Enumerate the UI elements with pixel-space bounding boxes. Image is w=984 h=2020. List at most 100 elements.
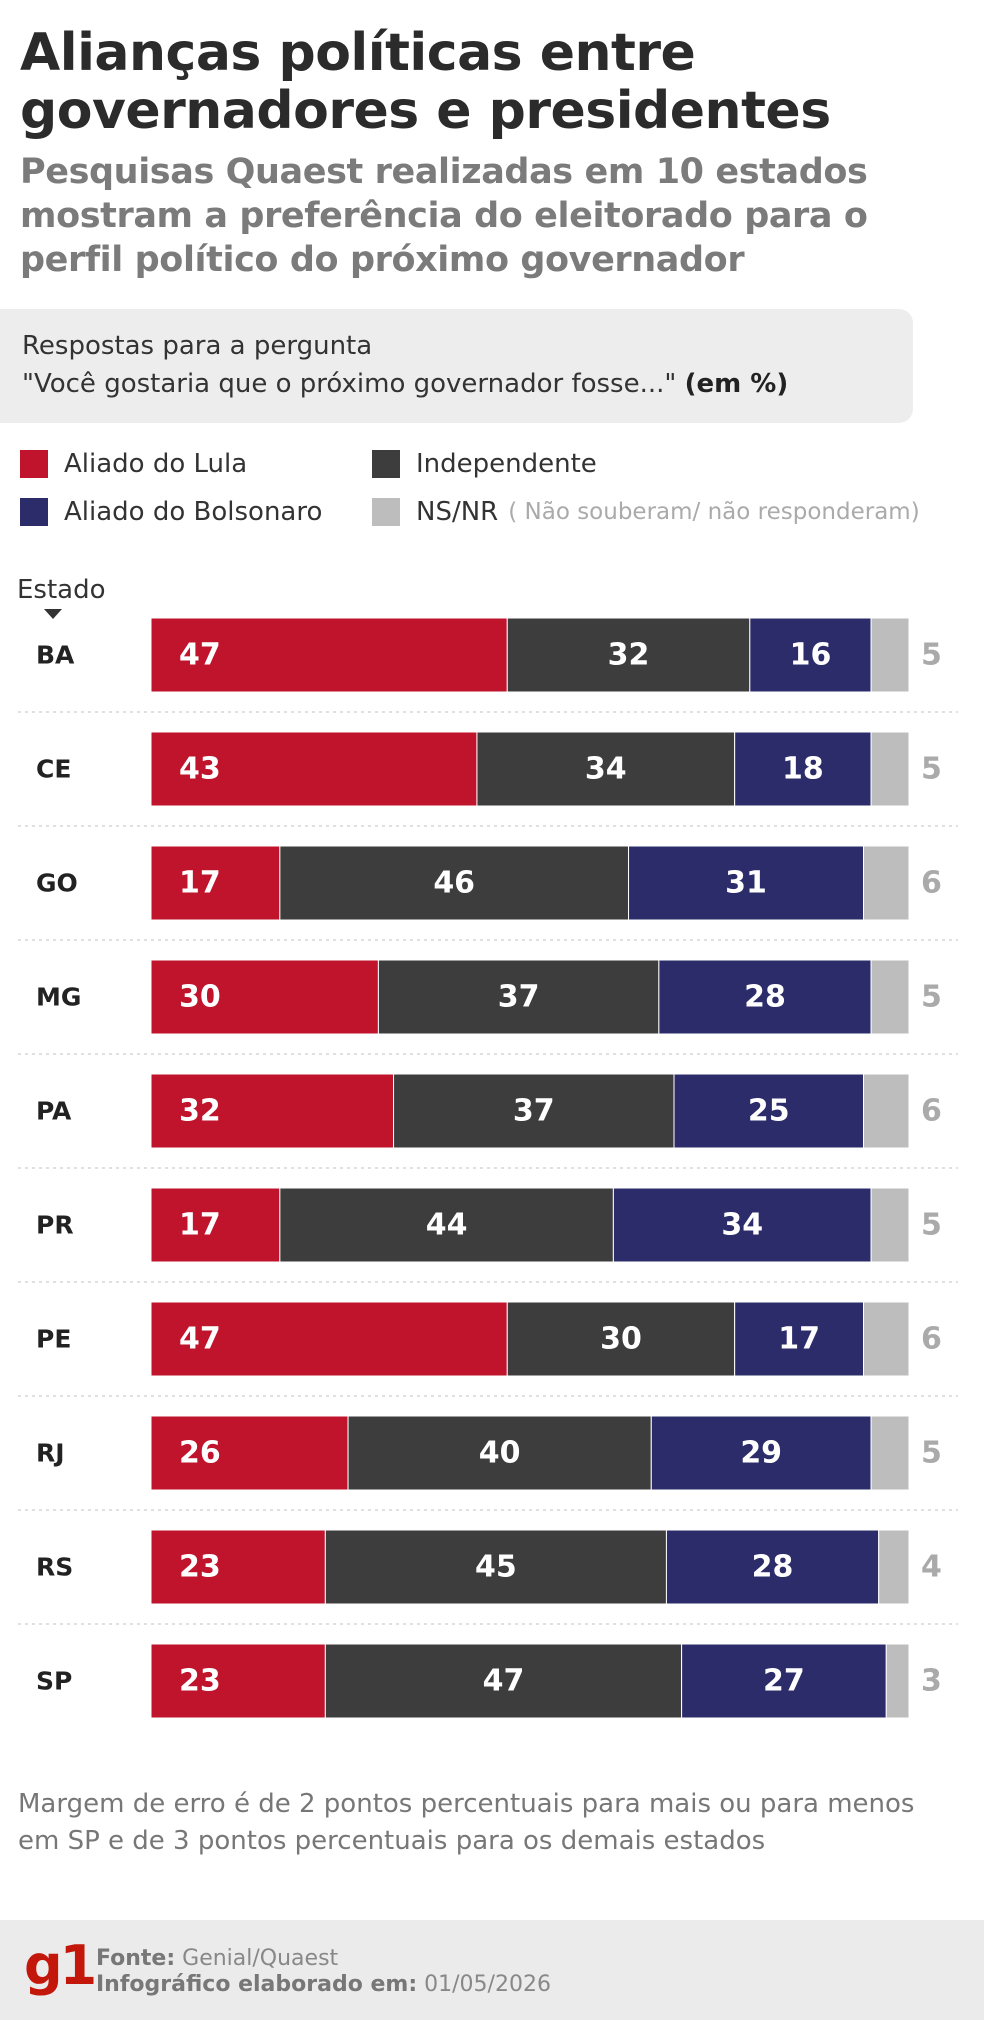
data-label-lula-pr: 17 [179,1208,221,1243]
data-label-bolsonaro-pr: 34 [721,1208,763,1243]
data-label-bolsonaro-rj: 29 [740,1436,782,1471]
legend-swatch-lula [20,450,48,478]
sort-arrow-icon [44,609,62,619]
data-label-independente-ce: 34 [585,752,627,787]
footer-source-label: Fonte: [96,1946,176,1971]
category-label-rs: RS [36,1553,73,1582]
footer-date: Infográfico elaborado em: 01/05/2026 [96,1972,551,1997]
data-label-bolsonaro-sp: 27 [763,1664,805,1699]
data-label-lula-sp: 23 [179,1664,221,1699]
data-label-lula-ce: 43 [179,752,221,787]
bar-segment-bolsonaro-mg [658,959,872,1035]
bar-segment-lula-pa [150,1073,395,1149]
legend-item-independente: Independente [372,446,597,482]
bar-segment-independente-go [279,845,630,921]
legend-label-independente: Independente [416,449,597,479]
legend-note-nsnr: ( Não souberam/ não responderam) [508,499,920,525]
data-label-bolsonaro-rs: 28 [752,1550,794,1585]
bar-segment-bolsonaro-rj [650,1415,872,1491]
data-label-independente-rj: 40 [479,1436,521,1471]
bar-segment-nsnr-pa [863,1073,910,1149]
bar-segment-bolsonaro-go [628,845,865,921]
bar-segment-nsnr-mg [870,959,910,1035]
bar-segment-lula-rj [150,1415,349,1491]
bar-segment-nsnr-ce [870,731,910,807]
bar-segment-independente-rs [324,1529,667,1605]
data-label-lula-ba: 47 [179,638,221,673]
data-label-bolsonaro-pa: 25 [748,1094,790,1129]
bar-segment-bolsonaro-pe [734,1301,865,1377]
bar-segment-lula-pr [150,1187,281,1263]
bar-segment-nsnr-pe [863,1301,910,1377]
data-label-independente-ba: 32 [608,638,650,673]
data-label-lula-rj: 26 [179,1436,221,1471]
bar-segment-nsnr-ba [870,617,910,693]
bar-segment-nsnr-rs [878,1529,910,1605]
data-label-independente-pe: 30 [600,1322,642,1357]
data-label-nsnr-ba: 5 [921,638,942,673]
legend-swatch-nsnr [372,498,400,526]
data-label-independente-rs: 45 [475,1550,517,1585]
data-label-lula-pa: 32 [179,1094,221,1129]
category-label-pe: PE [36,1325,71,1354]
bar-segment-bolsonaro-ce [734,731,872,807]
data-label-independente-pa: 37 [513,1094,555,1129]
category-label-mg: MG [36,983,81,1012]
legend-item-bolsonaro: Aliado do Bolsonaro [20,494,322,530]
chart-title: Alianças políticas entre governadores e … [20,23,831,141]
bar-segment-bolsonaro-rs [665,1529,880,1605]
data-label-independente-mg: 37 [498,980,540,1015]
axis-title-estado: Estado [17,575,106,605]
data-label-bolsonaro-mg: 28 [744,980,786,1015]
bar-segment-nsnr-rj [870,1415,910,1491]
bar-segment-independente-pe [506,1301,736,1377]
footer-date-label: Infográfico elaborado em: [96,1972,418,1997]
data-label-bolsonaro-ce: 18 [782,752,824,787]
footer-source-value: Genial/Quaest [182,1946,339,1971]
data-label-independente-go: 46 [433,866,475,901]
margin-note: Margem de erro é de 2 pontos percentuais… [18,1789,915,1856]
bar-segment-lula-rs [150,1529,326,1605]
bar-segment-independente-pa [393,1073,675,1149]
data-label-lula-mg: 30 [179,980,221,1015]
category-label-rj: RJ [36,1439,65,1468]
data-label-nsnr-ce: 5 [921,752,942,787]
question-intro: Respostas para a pergunta [22,331,373,361]
legend-item-nsnr: NS/NR ( Não souberam/ não responderam) [372,494,920,530]
bar-segment-lula-pe [150,1301,508,1377]
data-label-nsnr-rs: 4 [921,1550,942,1585]
category-label-pr: PR [36,1211,74,1240]
bar-segment-nsnr-pr [870,1187,910,1263]
footer: g1 Fonte: Genial/Quaest Infográfico elab… [0,1920,984,2020]
bar-segment-bolsonaro-pr [612,1187,872,1263]
data-label-lula-go: 17 [179,866,221,901]
question-box: Respostas para a pergunta "Você gostaria… [0,309,913,423]
legend-label-nsnr: NS/NR [416,497,499,527]
bar-segment-independente-ba [506,617,751,693]
data-label-nsnr-pr: 5 [921,1208,942,1243]
footer-source: Fonte: Genial/Quaest [96,1946,338,1971]
data-label-lula-pe: 47 [179,1322,221,1357]
legend-swatch-independente [372,450,400,478]
legend-item-lula: Aliado do Lula [20,446,247,482]
footer-date-value: 01/05/2026 [424,1972,551,1997]
stacked-bar-chart: BA 47 32 16 5CE 43 34 18 5GO 17 46 31 6MG 30 37 28 5PA 32… [18,617,958,1719]
data-label-independente-pr: 44 [426,1208,468,1243]
g1-logo: g1 [24,1934,97,1997]
data-label-nsnr-mg: 5 [921,980,942,1015]
category-label-ce: CE [36,755,71,784]
bar-segment-independente-sp [324,1643,683,1719]
data-label-nsnr-sp: 3 [921,1664,942,1699]
legend-label-lula: Aliado do Lula [64,449,248,479]
bar-segment-bolsonaro-sp [681,1643,887,1719]
data-label-nsnr-go: 6 [921,866,942,901]
category-label-go: GO [36,869,78,898]
bar-segment-bolsonaro-pa [673,1073,865,1149]
bar-segment-lula-go [150,845,281,921]
legend-swatch-bolsonaro [20,498,48,526]
legend-label-bolsonaro: Aliado do Bolsonaro [64,497,323,527]
chart-subtitle: Pesquisas Quaest realizadas em 10 estado… [20,152,868,280]
question-text: "Você gostaria que o próximo governador … [22,369,677,399]
data-label-nsnr-pe: 6 [921,1322,942,1357]
bar-segment-independente-rj [347,1415,652,1491]
